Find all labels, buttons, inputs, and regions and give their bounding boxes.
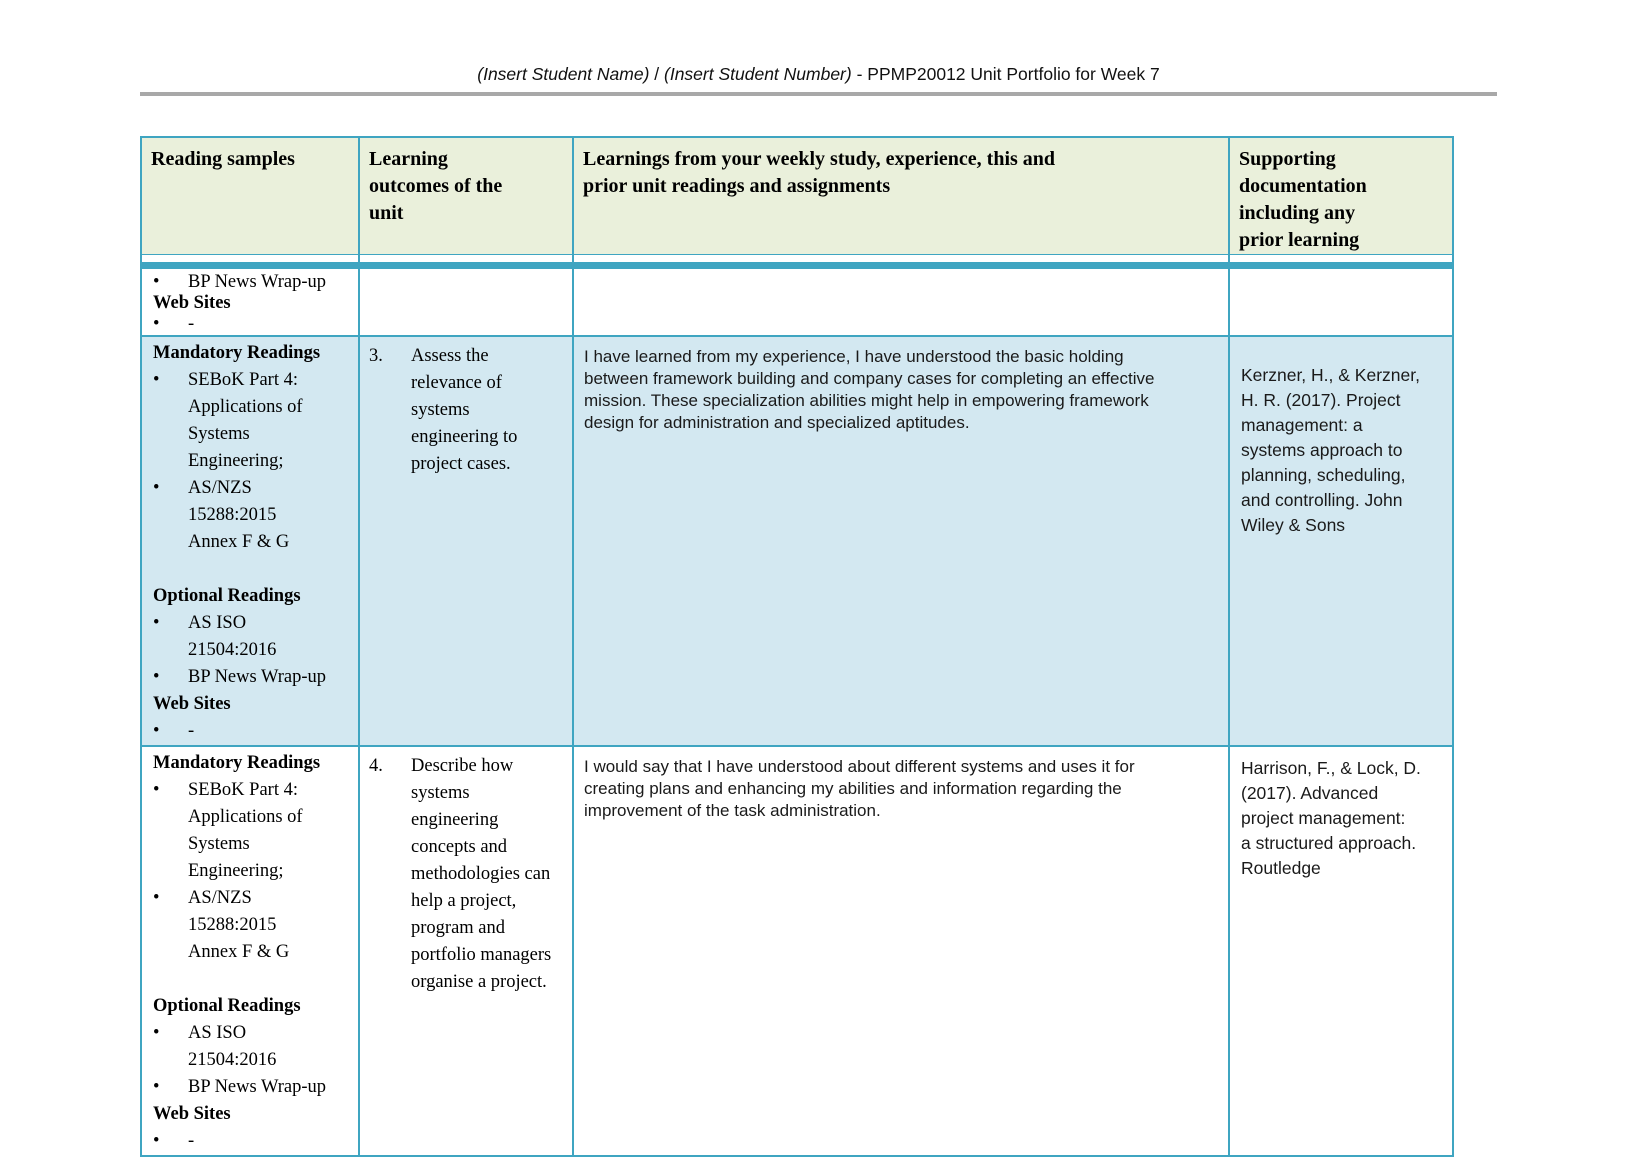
- reading-section-heading: Mandatory Readings: [153, 753, 321, 773]
- cell-readings: • BP News Wrap-up Web Sites • -: [140, 264, 360, 337]
- reading-list-item: • SEBoK Part 4: Applications of Systems …: [153, 367, 352, 475]
- spacer-cell: [572, 254, 1230, 269]
- cell-weekly-learnings: I would say that I have understood about…: [572, 745, 1230, 1157]
- header-title-suffix: - PPMP20012 Unit Portfolio for Week 7: [851, 64, 1160, 84]
- bullet-marker: •: [153, 370, 160, 390]
- bullet-marker: •: [153, 780, 160, 800]
- outcome-number: 3.: [369, 346, 383, 366]
- col-header-reading-samples: Reading samples: [140, 136, 360, 255]
- bullet-marker: •: [153, 613, 160, 633]
- cell-supporting-documentation: Kerzner, H., & Kerzner, H. R. (2017). Pr…: [1228, 335, 1454, 747]
- table-row-continuation: • BP News Wrap-up Web Sites • -: [140, 264, 1454, 337]
- reading-section-heading: Optional Readings: [153, 586, 301, 606]
- reading-list-item: • BP News Wrap-up: [153, 272, 326, 292]
- reading-list-item: • -: [153, 718, 352, 744]
- reading-section-heading: Optional Readings: [153, 996, 301, 1016]
- reading-list-item: • -: [153, 1128, 352, 1154]
- cell-supporting-documentation: Harrison, F., & Lock, D. (2017). Advance…: [1228, 745, 1454, 1157]
- cell-supporting-documentation: [1228, 264, 1454, 337]
- spacer-cell: [140, 254, 360, 269]
- table-header-row: Reading samples Learning outcomes of the…: [140, 136, 1454, 255]
- reading-section-heading: Web Sites: [153, 694, 231, 714]
- document-page: (Insert Student Name) / (Insert Student …: [0, 64, 1638, 1158]
- student-name-placeholder: (Insert Student Name): [477, 64, 650, 84]
- cell-learning-outcome: 4. Describe how systems engineering conc…: [358, 745, 574, 1157]
- cell-learning-outcome: 3. Assess the relevance of systems engin…: [358, 335, 574, 747]
- reading-list-item: • -: [153, 314, 195, 334]
- outcome-text: Assess the relevance of systems engineer…: [411, 346, 518, 474]
- col-header-supporting-documentation: Supporting documentation including any p…: [1228, 136, 1454, 255]
- col-header-weekly-learnings: Learnings from your weekly study, experi…: [572, 136, 1230, 255]
- bullet-marker: •: [153, 478, 160, 498]
- reading-list-item: • AS ISO 21504:2016: [153, 610, 352, 664]
- blank-line: [153, 966, 352, 993]
- outcome-text: Describe how systems engineering concept…: [411, 756, 552, 992]
- bullet-marker: •: [153, 272, 160, 292]
- numbered-outcome-item: 4. Describe how systems engineering conc…: [369, 753, 568, 996]
- cell-readings: Mandatory Readings • SEBoK Part 4: Appli…: [140, 745, 360, 1157]
- cell-weekly-learnings: I have learned from my experience, I hav…: [572, 335, 1230, 747]
- student-number-placeholder: (Insert Student Number): [664, 64, 852, 84]
- header-thick-border-row: [140, 254, 1454, 269]
- col-header-learning-outcomes: Learning outcomes of the unit: [358, 136, 574, 255]
- blank-line: [153, 556, 352, 583]
- cell-readings: Mandatory Readings • SEBoK Part 4: Appli…: [140, 335, 360, 747]
- reading-list-item: • AS/NZS 15288:2015 Annex F & G: [153, 475, 352, 556]
- bullet-marker: •: [153, 1131, 160, 1151]
- reading-section-heading: Web Sites: [153, 293, 231, 313]
- bullet-marker: •: [153, 888, 160, 908]
- reading-section-heading: Web Sites: [153, 1104, 231, 1124]
- reading-list-item: • BP News Wrap-up: [153, 1074, 352, 1101]
- bullet-marker: •: [153, 314, 160, 334]
- reading-list-item: • AS ISO 21504:2016: [153, 1020, 352, 1074]
- header-separator: /: [649, 64, 664, 84]
- cell-learning-outcome: [358, 264, 574, 337]
- reading-list-item: • SEBoK Part 4: Applications of Systems …: [153, 777, 352, 885]
- table-row-outcome-3: Mandatory Readings • SEBoK Part 4: Appli…: [140, 335, 1454, 747]
- bullet-marker: •: [153, 721, 160, 741]
- header-divider: [140, 92, 1497, 96]
- reading-list-item: • AS/NZS 15288:2015 Annex F & G: [153, 885, 352, 966]
- bullet-marker: •: [153, 1077, 160, 1097]
- spacer-cell: [358, 254, 574, 269]
- reading-section-heading: Mandatory Readings: [153, 343, 321, 363]
- portfolio-table: Reading samples Learning outcomes of the…: [140, 136, 1454, 1157]
- spacer-cell: [1228, 254, 1454, 269]
- outcome-number: 4.: [369, 756, 383, 776]
- reading-list-item: • BP News Wrap-up: [153, 664, 352, 691]
- bullet-marker: •: [153, 1023, 160, 1043]
- numbered-outcome-item: 3. Assess the relevance of systems engin…: [369, 343, 568, 478]
- document-header: (Insert Student Name) / (Insert Student …: [140, 64, 1497, 85]
- bullet-marker: •: [153, 667, 160, 687]
- table-row-outcome-4: Mandatory Readings • SEBoK Part 4: Appli…: [140, 745, 1454, 1157]
- cell-weekly-learnings: [572, 264, 1230, 337]
